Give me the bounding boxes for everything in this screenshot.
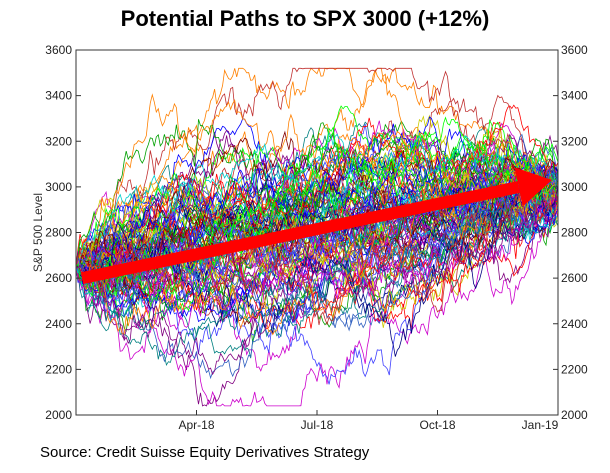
simulated-path-line [75, 157, 559, 280]
simulated-path-line [75, 140, 559, 312]
simulated-path-line [75, 116, 559, 297]
right-y-tick-label: 2400 [561, 317, 588, 331]
right-y-axis: 2000 2200 2400 2600 2800 3000 3200 3400 3600 [553, 43, 588, 422]
simulated-path-line [75, 173, 559, 320]
right-y-tick-label: 2200 [561, 362, 588, 376]
left-y-tick-label: 2800 [45, 226, 72, 240]
left-y-tick-label: 2200 [45, 362, 72, 376]
simulated-path-line [75, 197, 559, 323]
simulated-path-line [75, 167, 559, 274]
simulated-path-line [75, 133, 559, 314]
left-y-tick-label: 2400 [45, 317, 72, 331]
simulated-path-line [75, 104, 559, 278]
simulated-path-line [75, 152, 559, 269]
trend-arrow-head [514, 167, 552, 207]
left-y-tick-label: 3400 [45, 89, 72, 103]
chart-title: Potential Paths to SPX 3000 (+12%) [120, 6, 490, 31]
left-y-tick-label: 3000 [45, 180, 72, 194]
left-y-tick-label: 2600 [45, 271, 72, 285]
left-y-tick-label: 3200 [45, 134, 72, 148]
right-y-tick-label: 3200 [561, 134, 588, 148]
trend-arrow-shaft [80, 181, 520, 284]
left-y-tick-label: 3600 [45, 43, 72, 57]
simulated-path-line [75, 172, 559, 357]
x-axis: Apr-18 Jul-18 Oct-18 Jan-19 [178, 410, 559, 432]
trend-arrow-group [80, 167, 552, 284]
simulated-path-line [75, 212, 559, 407]
simulated-path-line [75, 131, 559, 274]
right-y-tick-label: 3600 [561, 43, 588, 57]
x-tick-label: Jan-19 [522, 418, 559, 432]
right-y-tick-label: 3000 [561, 180, 588, 194]
right-y-tick-label: 2000 [561, 408, 588, 422]
x-tick-label: Oct-18 [419, 418, 455, 432]
simulated-path-line [75, 93, 559, 270]
left-y-axis: 2000 2200 2400 2600 2800 3000 3200 3400 3600 [45, 43, 81, 422]
simulated-path-line [75, 183, 559, 326]
left-y-tick-label: 2000 [45, 408, 72, 422]
simulated-path-line [75, 188, 559, 380]
simulated-path-line [75, 105, 559, 273]
simulated-path-line [75, 165, 559, 278]
source-note: Source: Credit Suisse Equity Derivatives… [40, 444, 370, 461]
simulated-path-line [75, 175, 559, 288]
simulated-path-line [75, 193, 559, 376]
right-y-tick-label: 2800 [561, 226, 588, 240]
simulated-path-line [75, 178, 559, 323]
x-tick-label: Jul-18 [301, 418, 334, 432]
x-tick-label: Apr-18 [178, 418, 214, 432]
right-y-tick-label: 2600 [561, 271, 588, 285]
right-y-tick-label: 3400 [561, 89, 588, 103]
simulated-paths [75, 66, 559, 407]
y-axis-label: S&P 500 Level [31, 193, 45, 272]
